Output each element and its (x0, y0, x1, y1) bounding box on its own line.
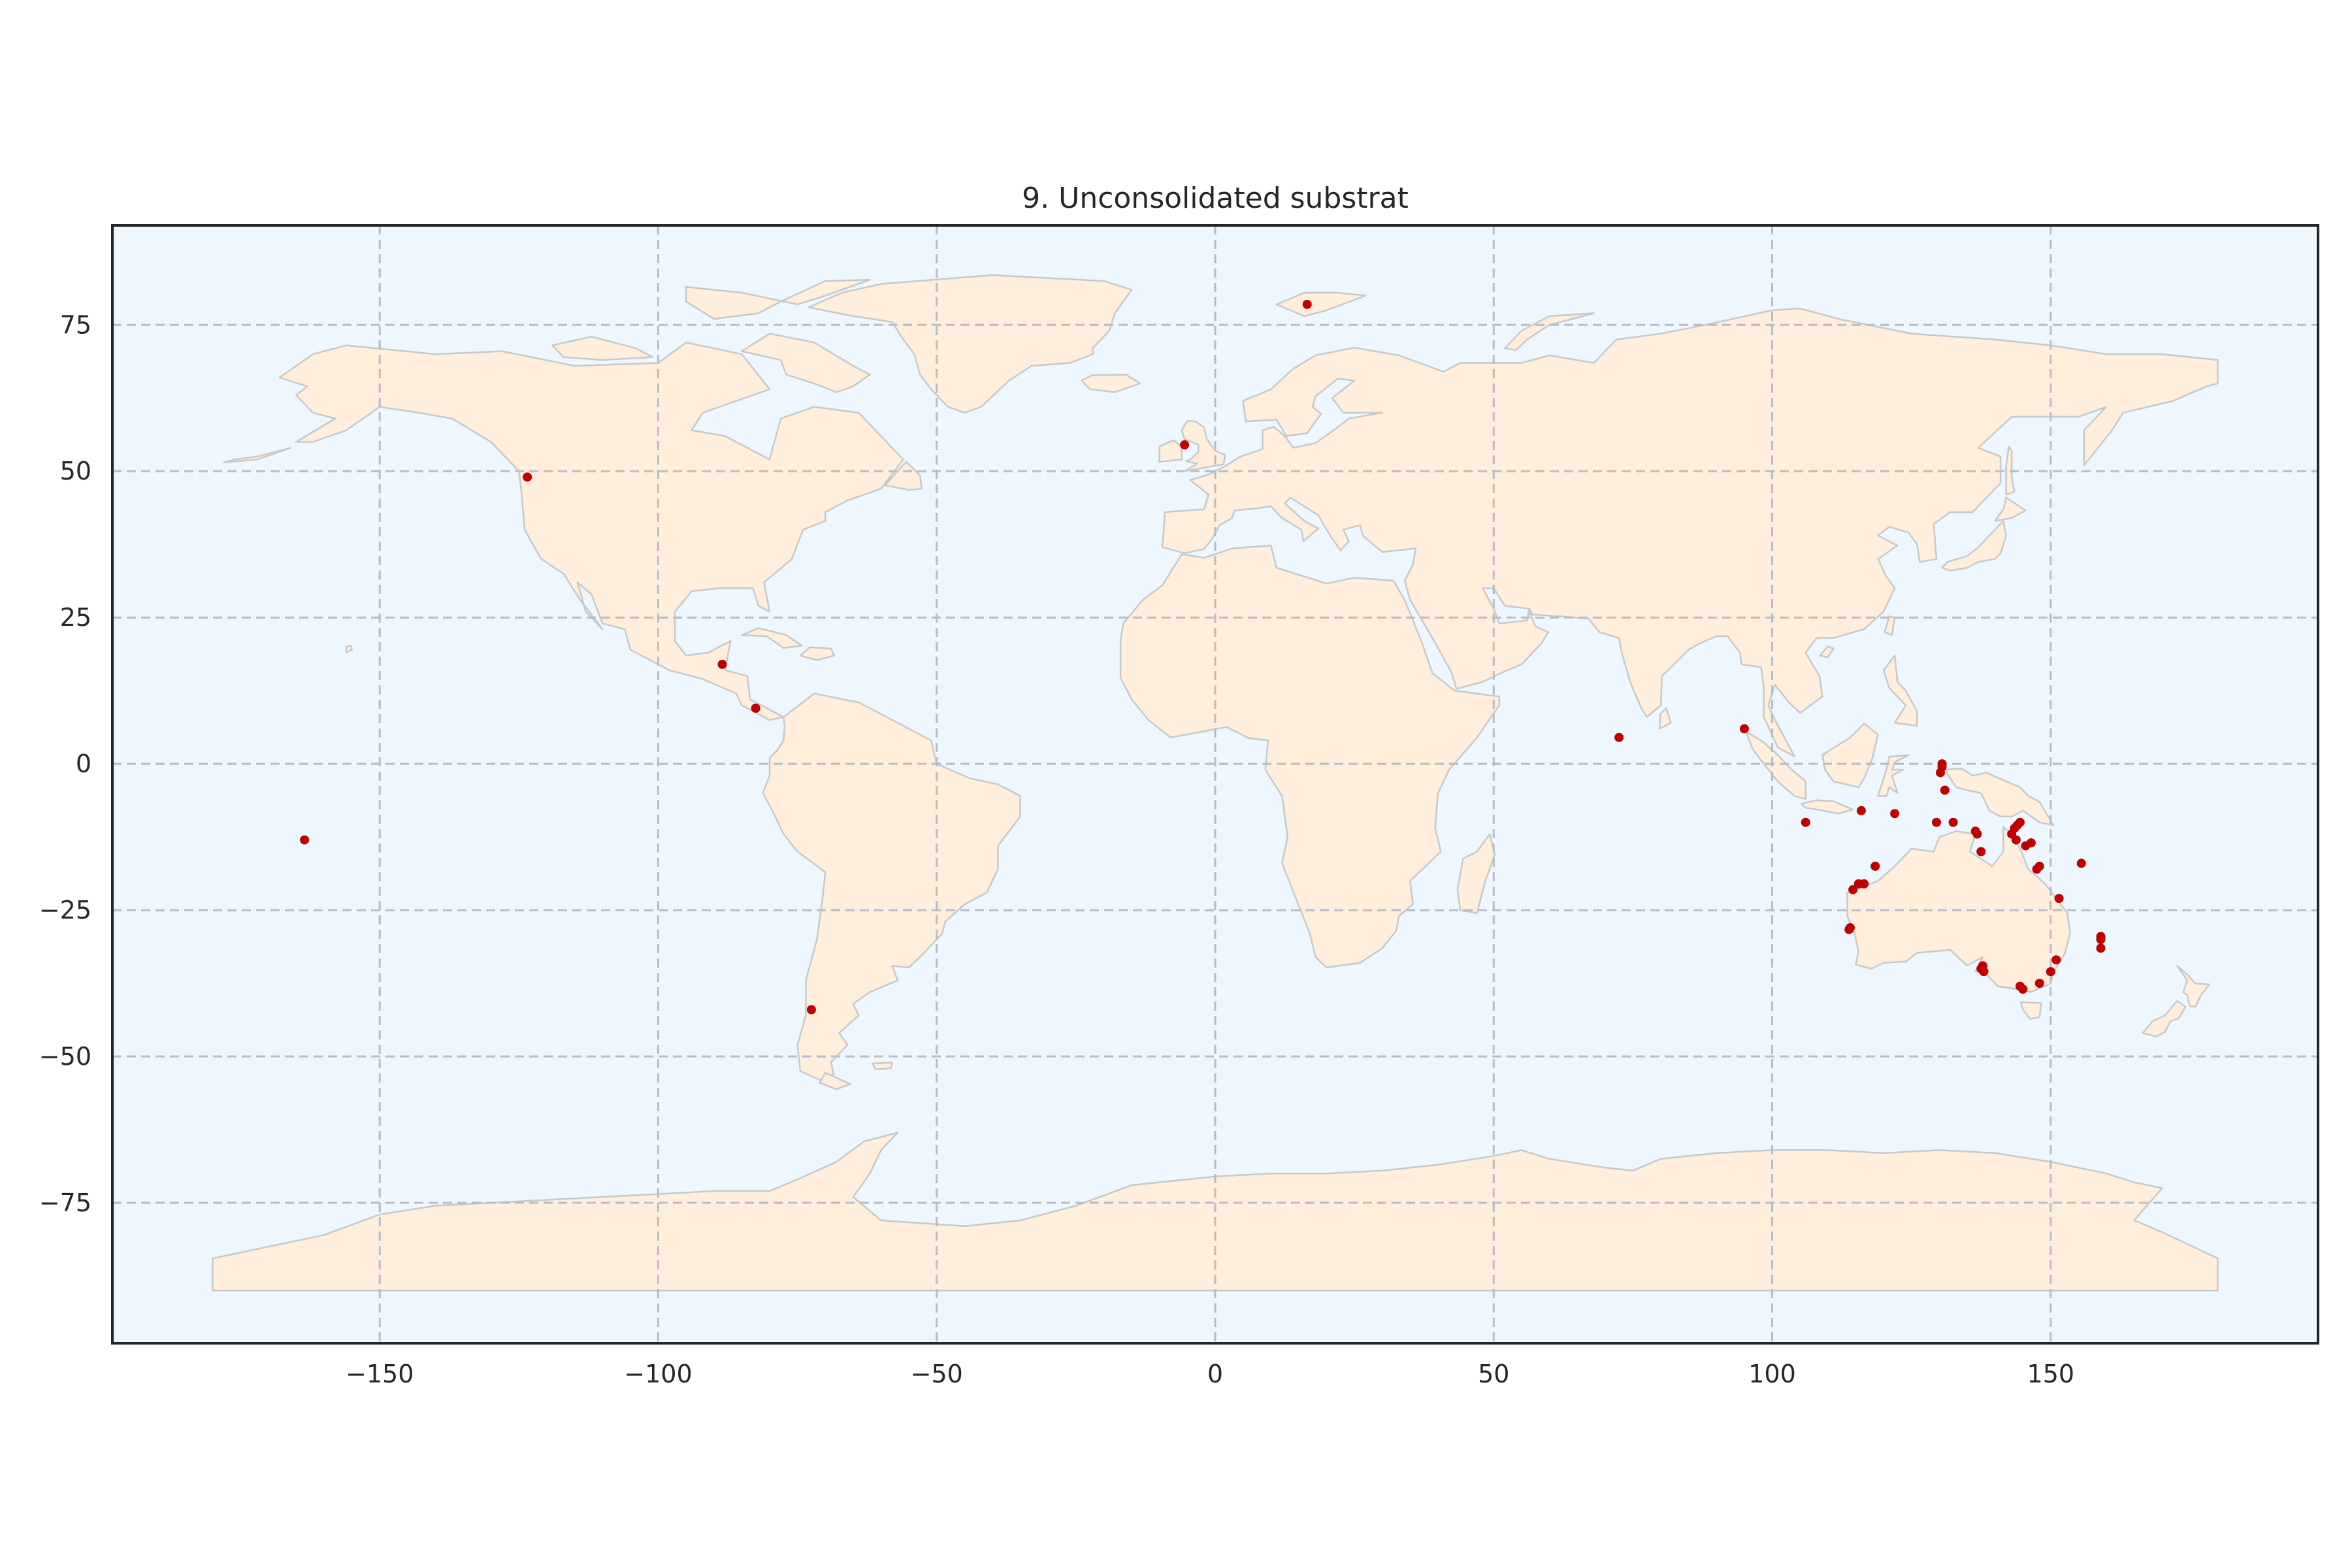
site-point (1940, 785, 1950, 795)
site-point (1856, 806, 1866, 815)
site-point (2015, 817, 2025, 827)
y-tick-label: −25 (39, 896, 91, 924)
land-hokkaido (1994, 497, 2027, 522)
site-point (1978, 961, 1987, 971)
land-borneo (1821, 723, 1879, 789)
land-tasmania (2019, 1001, 2042, 1020)
land-hainan (1819, 645, 1835, 659)
land-newfoundland (884, 461, 923, 491)
x-tick-label: 150 (2027, 1360, 2075, 1388)
site-point (1739, 724, 1749, 734)
site-point (2034, 861, 2044, 871)
site-point (1180, 440, 1190, 449)
gridlines (112, 225, 2318, 1343)
site-point (2018, 985, 2028, 994)
site-point (2034, 979, 2044, 988)
land-north-america (278, 341, 904, 721)
site-point (1932, 817, 1941, 827)
y-axis-ticks: 75 50 25 0 −25 −50 −75 (39, 310, 91, 1217)
site-point (2054, 894, 2064, 904)
x-tick-label: 0 (1207, 1360, 1223, 1388)
land-sulawesi (1877, 754, 1910, 797)
land-alaska-islands (223, 447, 292, 464)
site-point (1870, 861, 1880, 871)
land-new-zealand-north (2176, 964, 2211, 1008)
land-victoria-island (551, 335, 654, 361)
x-tick-label: −150 (346, 1360, 414, 1388)
chart-title: 9. Unconsolidated substrat (1022, 182, 1409, 215)
land-ellesmere-island (685, 279, 871, 320)
site-point (1302, 299, 1312, 309)
site-point (2076, 858, 2086, 868)
site-point (1844, 924, 1854, 934)
site-point (2096, 934, 2106, 944)
land-falklands (872, 1061, 893, 1071)
site-point (1801, 817, 1810, 827)
land-cuba (741, 627, 803, 649)
y-tick-label: −75 (39, 1188, 91, 1217)
land-sumatra (1745, 730, 1806, 800)
site-point (717, 659, 727, 669)
x-tick-label: −50 (911, 1360, 963, 1388)
site-point (1976, 847, 1986, 857)
site-points (300, 299, 2106, 1015)
land-madagascar (1456, 833, 1496, 914)
y-tick-label: −50 (39, 1042, 91, 1071)
site-point (1972, 829, 1982, 839)
land-novaya-zemlya (1504, 312, 1595, 351)
site-point (1848, 885, 1858, 894)
site-point (300, 835, 310, 845)
site-point (2026, 838, 2036, 848)
land-iceland (1081, 374, 1141, 393)
land-java (1800, 799, 1854, 815)
site-point (2096, 943, 2106, 953)
land-sri-lanka (1659, 707, 1672, 730)
site-point (2046, 967, 2055, 977)
site-point (523, 472, 532, 482)
land-new-zealand-south (2142, 1000, 2187, 1037)
site-point (2051, 955, 2061, 965)
site-point (1614, 732, 1624, 742)
land-tierra-del-fuego (819, 1071, 851, 1090)
y-tick-label: 25 (60, 603, 91, 632)
land-hispaniola (799, 646, 836, 661)
land-greenland (808, 274, 1133, 414)
site-point (1859, 879, 1869, 889)
y-tick-label: 50 (60, 457, 91, 485)
site-point (2011, 835, 2021, 845)
x-tick-label: 100 (1748, 1360, 1796, 1388)
land-japan-honshu (1941, 520, 2007, 572)
land-new-guinea (1944, 768, 2055, 826)
x-tick-label: 50 (1478, 1360, 1509, 1388)
x-axis-ticks: −150 −100 −50 0 50 100 150 (346, 1360, 2074, 1388)
axes-frame (111, 224, 2319, 1345)
x-tick-label: −100 (624, 1360, 692, 1388)
site-point (1948, 817, 1958, 827)
site-point (751, 704, 760, 713)
land-svalbard (1275, 291, 1367, 318)
y-tick-label: 75 (60, 310, 91, 339)
land-south-america (762, 693, 1021, 1081)
land-ireland (1158, 439, 1183, 463)
site-point (1936, 768, 1945, 777)
land-eurasia (1161, 307, 2219, 757)
site-point (1890, 809, 1900, 819)
site-point (806, 1005, 816, 1015)
land-philippines (1882, 655, 1918, 727)
land-baffin-island (741, 333, 871, 393)
y-tick-label: 0 (76, 749, 91, 778)
land-hawaii (345, 644, 353, 654)
